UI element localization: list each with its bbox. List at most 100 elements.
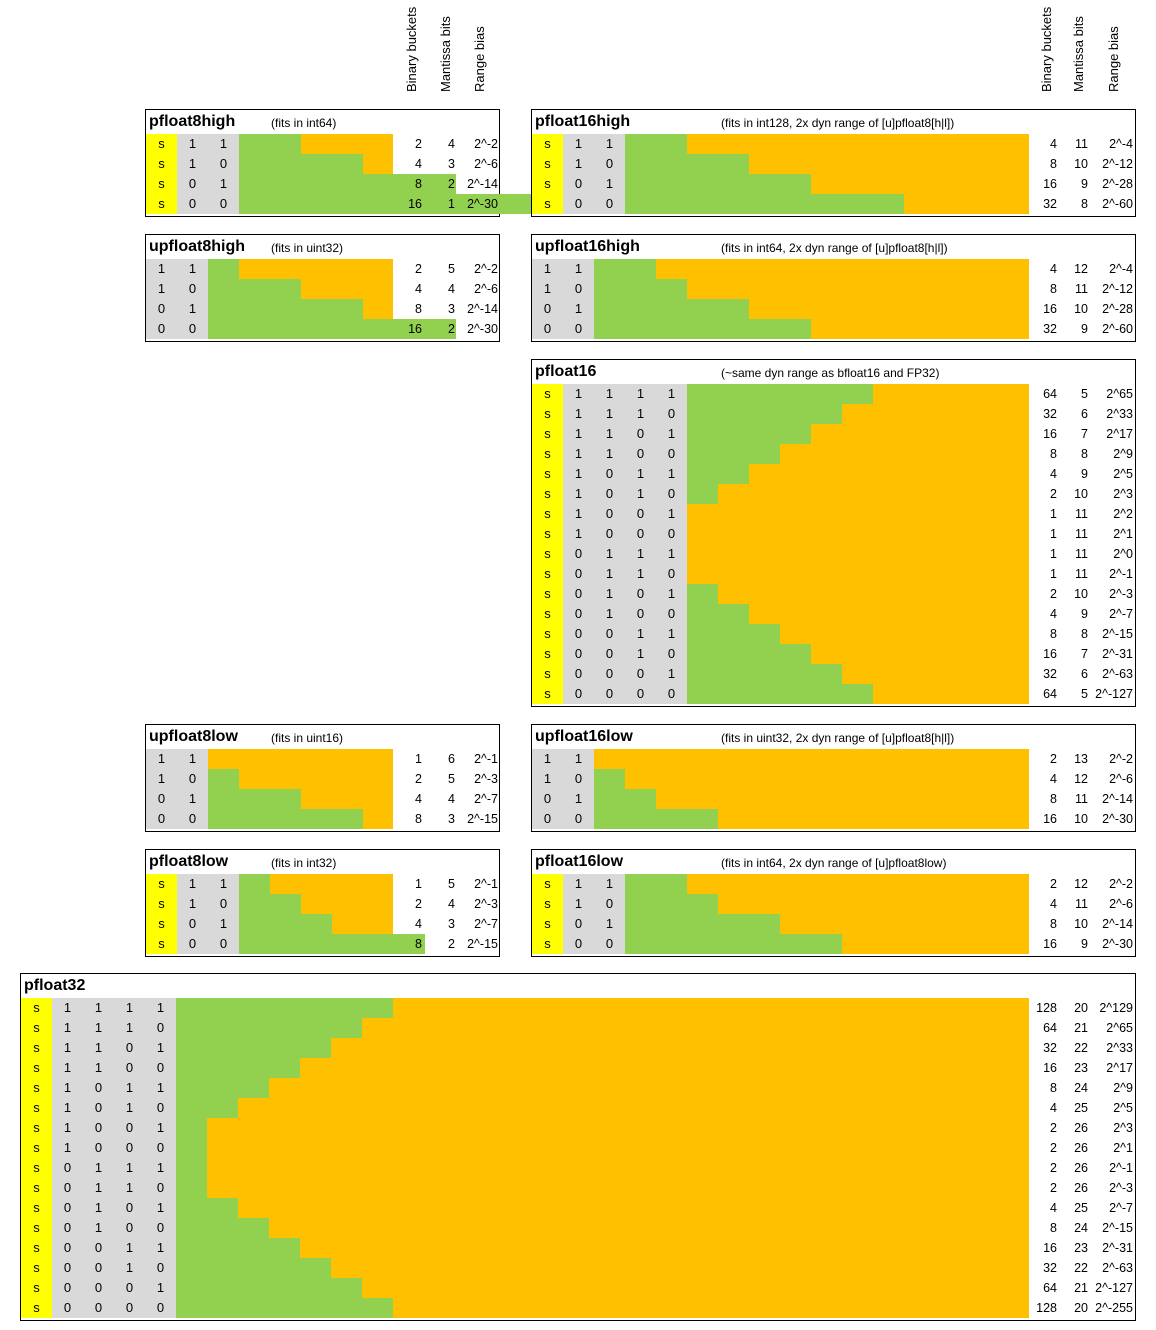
format-row: s 1 1 0 1 32 22 2^33 (21, 1038, 1135, 1058)
mantissa-bits-value: 12 (1074, 772, 1088, 786)
encoding-bit: 0 (563, 809, 594, 829)
format-row: s 0 1 8 10 2^-14 (532, 914, 1135, 934)
encoding-bit: 0 (594, 934, 625, 954)
encoding-bit: 1 (563, 404, 594, 424)
range-bias-value: 2^-6 (474, 157, 498, 171)
encoding-bit: 1 (532, 749, 563, 769)
range-bias-value: 2^-1 (1109, 1161, 1133, 1175)
exponent-bar (625, 894, 718, 914)
encoding-bit: 0 (563, 914, 594, 934)
format-row: s 0 1 4 3 2^-7 (146, 914, 499, 934)
encoding-bit: 1 (625, 544, 656, 564)
encoding-bit: 1 (177, 259, 208, 279)
format-row: s 0 1 1 1 1 11 2^0 (532, 544, 1135, 564)
sign-bit: s (532, 194, 563, 214)
panel-note: (fits in uint32) (271, 241, 344, 255)
encoding-bit: 0 (208, 934, 239, 954)
encoding-bit: 0 (563, 664, 594, 684)
format-row: 0 1 8 11 2^-14 (532, 789, 1135, 809)
panel-pfloat8high: pfloat8high (fits in int64) s 1 1 2 4 2^-2 s 1 0 4 3… (145, 109, 549, 217)
encoding-bit: 0 (145, 1298, 176, 1318)
encoding-bit: 1 (114, 998, 145, 1018)
encoding-bit: 0 (656, 604, 687, 624)
exponent-bar (208, 299, 363, 319)
exponent-bar (594, 789, 656, 809)
range-bias-value: 2^-2 (474, 137, 498, 151)
format-row: 1 0 4 12 2^-6 (532, 769, 1135, 789)
encoding-bit: 1 (83, 998, 114, 1018)
range-bias-value: 2^-6 (1109, 772, 1133, 786)
panel-title: upfloat16high (535, 238, 640, 255)
format-row: 1 0 2 5 2^-3 (146, 769, 499, 789)
mantissa-bits-value: 11 (1075, 282, 1088, 296)
mantissa-bits-value: 11 (1075, 137, 1088, 151)
encoding-bit: 1 (563, 384, 594, 404)
encoding-bit: 1 (656, 664, 687, 684)
sign-bit: s (21, 1018, 52, 1038)
format-row: 1 1 1 6 2^-1 (146, 749, 499, 769)
encoding-bit: 0 (594, 624, 625, 644)
encoding-bit: 0 (145, 1138, 176, 1158)
sign-bit: s (532, 564, 563, 584)
range-bias-value: 2^-28 (1102, 177, 1133, 191)
panel-pfloat16low: pfloat16low (fits in int64, 2x dyn range … (531, 849, 1136, 957)
exponent-bar (687, 644, 811, 664)
encoding-bit: 0 (656, 404, 687, 424)
mantissa-bar (176, 1198, 1029, 1218)
binary-buckets-value: 16 (1043, 1241, 1057, 1255)
encoding-bit: 1 (145, 1238, 176, 1258)
range-bias-value: 2^-2 (1109, 877, 1133, 891)
format-row: s 0 1 0 1 2 10 2^-3 (532, 584, 1135, 604)
exponent-bar (687, 584, 718, 604)
format-row: s 1 1 0 0 16 23 2^17 (21, 1058, 1135, 1078)
encoding-bit: 0 (114, 1278, 145, 1298)
encoding-bit: 1 (177, 874, 208, 894)
range-bias-value: 2^-7 (474, 917, 498, 931)
mantissa-bits-value: 3 (448, 157, 455, 171)
binary-buckets-value: 128 (1036, 1301, 1057, 1315)
mantissa-bits-value: 9 (1081, 177, 1088, 191)
binary-buckets-value: 32 (1043, 1261, 1057, 1275)
sign-bit: s (532, 624, 563, 644)
binary-buckets-value: 4 (415, 917, 422, 931)
sign-bit: s (146, 914, 177, 934)
mantissa-bits-value: 21 (1074, 1281, 1088, 1295)
exponent-bar (176, 1218, 269, 1238)
encoding-bit: 0 (177, 809, 208, 829)
range-bias-value: 2^33 (1106, 407, 1133, 421)
encoding-bit: 0 (146, 789, 177, 809)
mantissa-bits-value: 24 (1074, 1221, 1088, 1235)
range-bias-value: 2^129 (1099, 1001, 1133, 1015)
mantissa-bar (687, 484, 1029, 504)
range-bias-value: 2^-15 (467, 812, 498, 826)
range-bias-value: 2^-60 (1102, 322, 1133, 336)
binary-buckets-value: 4 (415, 282, 422, 296)
binary-buckets-value: 32 (1043, 407, 1057, 421)
mantissa-bar (625, 874, 1029, 894)
col-header-binary-buckets-right: Binary buckets (1039, 6, 1054, 92)
encoding-bit: 1 (625, 624, 656, 644)
exponent-bar (594, 259, 656, 279)
binary-buckets-value: 4 (1050, 897, 1057, 911)
mantissa-bits-value: 12 (1074, 877, 1088, 891)
exponent-bar (625, 914, 780, 934)
panel-title: upfloat8high (149, 238, 245, 255)
binary-buckets-value: 8 (1050, 157, 1057, 171)
encoding-bit: 0 (208, 194, 239, 214)
format-row: s 1 1 4 11 2^-4 (532, 134, 1135, 154)
range-bias-value: 2^-60 (1102, 197, 1133, 211)
format-row: 0 0 16 2 2^-30 (146, 319, 499, 339)
range-bias-value: 2^9 (1113, 1081, 1133, 1095)
sign-bit: s (21, 1298, 52, 1318)
encoding-bit: 0 (563, 644, 594, 664)
encoding-bit: 1 (563, 444, 594, 464)
sign-bit: s (532, 134, 563, 154)
exponent-bar (239, 134, 301, 154)
encoding-bit: 1 (83, 1198, 114, 1218)
encoding-bit: 0 (532, 319, 563, 339)
sign-bit: s (21, 1218, 52, 1238)
range-bias-value: 2^-127 (1095, 687, 1133, 701)
format-row: s 0 0 32 8 2^-60 (532, 194, 1135, 214)
mantissa-bits-value: 10 (1074, 487, 1088, 501)
range-bias-value: 2^2 (1113, 507, 1133, 521)
